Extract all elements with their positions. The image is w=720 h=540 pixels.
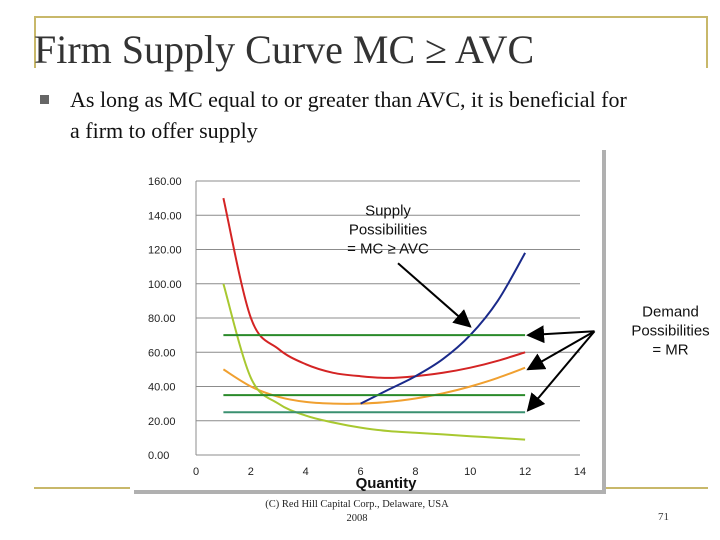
bullet-text: As long as MC equal to or greater than A… [70, 87, 627, 143]
x-tick-label-7: 14 [574, 466, 586, 478]
y-tick-label-7: 140.00 [148, 210, 182, 222]
series-line-mc [222, 197, 526, 379]
y-tick-label-2: 40.00 [148, 382, 176, 394]
slide-title: Firm Supply Curve MC ≥ AVC [34, 27, 535, 72]
x-tick-label-1: 2 [248, 466, 254, 478]
y-tick-label-5: 100.00 [148, 279, 182, 291]
y-tick-labels: 0.00 20.00 40.00 60.00 80.00 100.00 120.00 140.… [148, 176, 182, 462]
annotation-1-arrow-2 [526, 330, 596, 412]
footer-credit-line1: (C) Red Hill Capital Corp., Delaware, US… [265, 499, 449, 510]
bullet-square-icon [40, 95, 49, 104]
annotation-0-arrow-0 [397, 262, 472, 328]
x-tick-label-6: 12 [519, 466, 531, 478]
x-tick-label-3: 6 [358, 466, 364, 478]
gridlines [196, 180, 580, 422]
x-axis-label: Quantity [356, 475, 417, 492]
annotation-1-arrow-0 [526, 325, 595, 344]
x-tick-labels: 0 2 4 6 8 10 12 14 [193, 466, 586, 478]
y-tick-label-1: 20.00 [148, 416, 176, 428]
x-tick-label-0: 0 [193, 466, 199, 478]
annotation-arrows [397, 262, 596, 412]
series-lines [222, 197, 526, 441]
series-line-afc [222, 283, 526, 441]
x-tick-label-5: 10 [464, 466, 476, 478]
x-tick-label-4: 8 [412, 466, 418, 478]
y-tick-label-6: 120.00 [148, 245, 182, 257]
annotation-1-line-2: = MR [652, 341, 688, 358]
annotation-0-line-1: Possibilities [349, 221, 427, 238]
footer-credit: (C) Red Hill Capital Corp., Delaware, US… [252, 498, 462, 526]
top-border-line [34, 16, 708, 18]
y-tick-label-3: 60.00 [148, 347, 176, 359]
left-border-line [34, 16, 36, 68]
x-tick-label-2: 4 [303, 466, 309, 478]
y-tick-label-4: 80.00 [148, 313, 176, 325]
right-border-line [706, 16, 708, 68]
annotation-0-line-0: Supply [365, 202, 411, 219]
annotation-1-line-1: Possibilities [631, 322, 709, 339]
slide-number: 71 [658, 511, 669, 523]
annotation-1-line-0: Demand [642, 303, 699, 320]
annotation-1-arrow-1 [526, 330, 596, 371]
footer-credit-line2: 2008 [346, 513, 368, 524]
annotation-0-line-2: = MC ≥ AVC [347, 240, 429, 257]
series-line-supply [360, 252, 526, 405]
annotation-labels: Supply Possibilities = MC ≥ AVC Demand Possi… [347, 202, 710, 358]
y-tick-label-8: 160.00 [148, 176, 182, 188]
series-line-avc [222, 366, 526, 405]
y-tick-label-0: 0.00 [148, 450, 169, 462]
